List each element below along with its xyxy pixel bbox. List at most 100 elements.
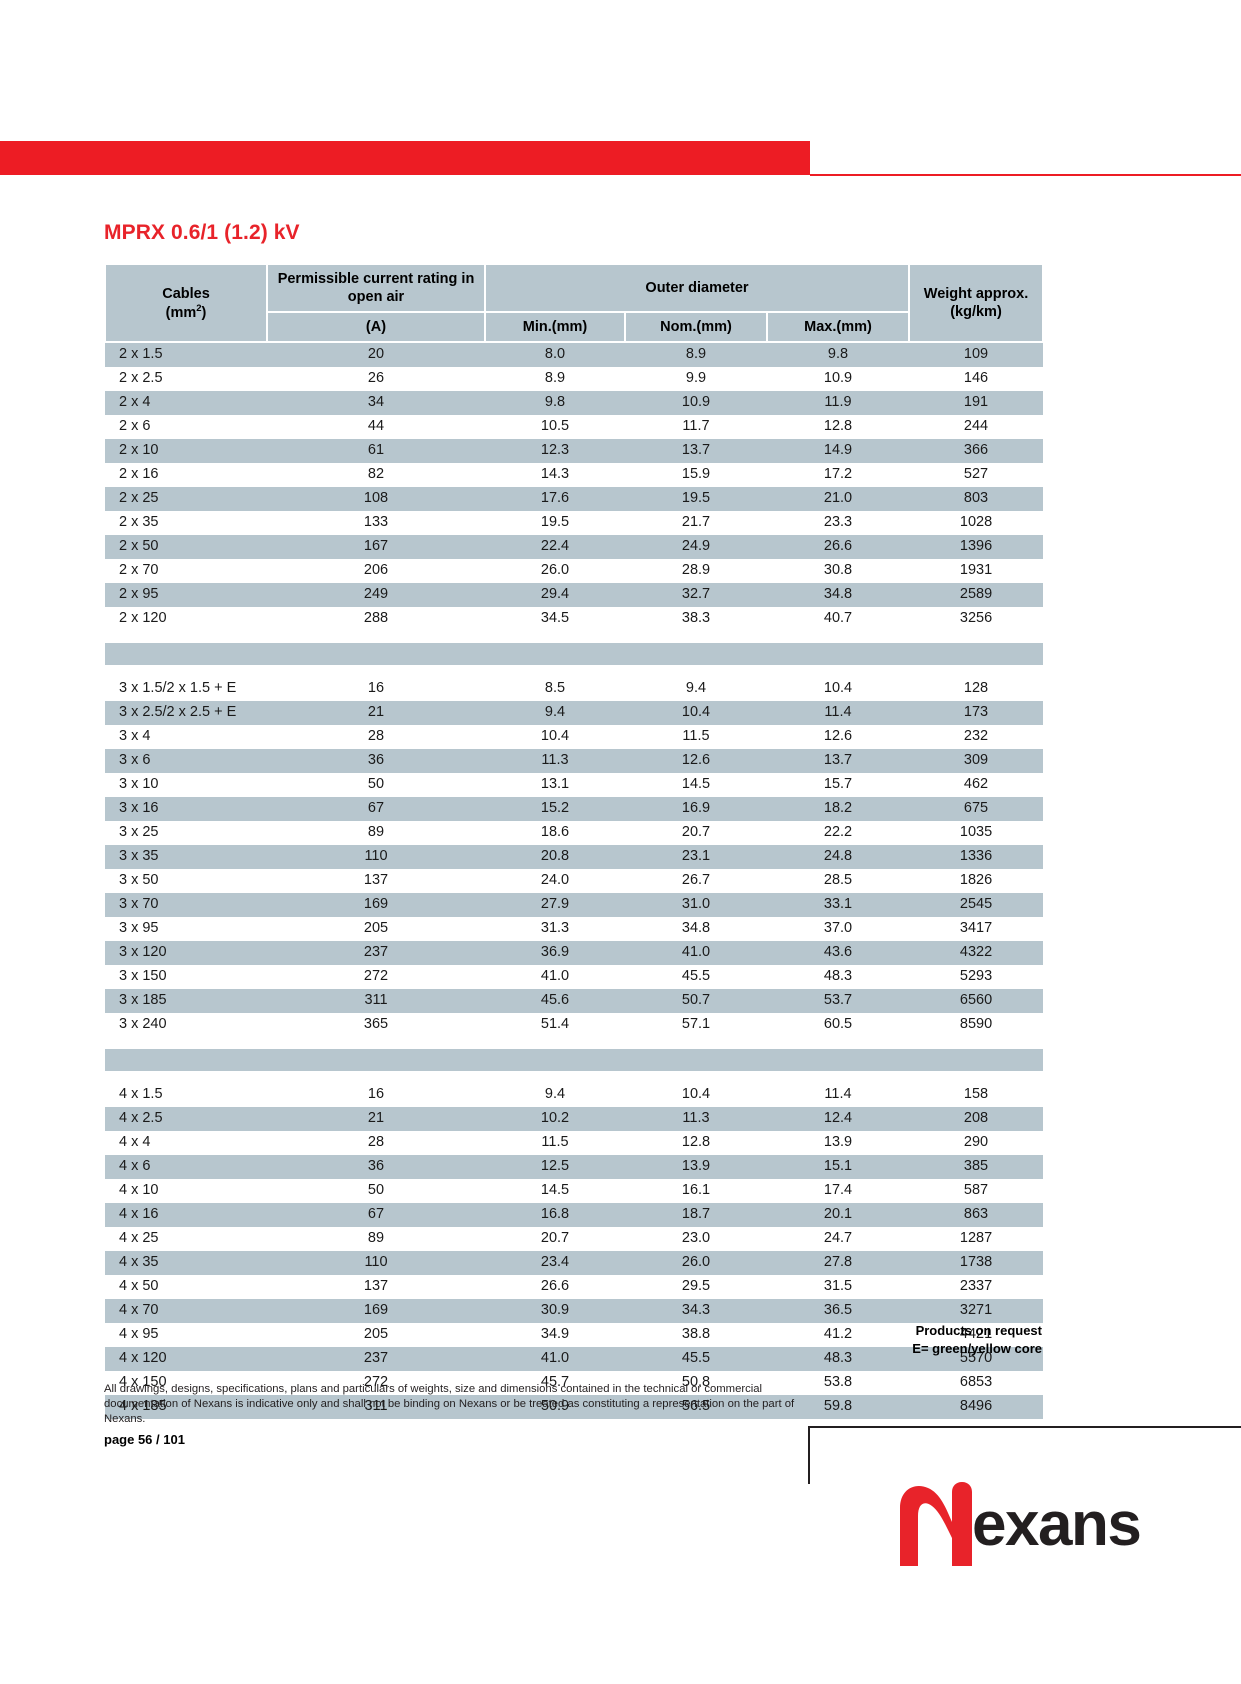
cell-max: 26.6 bbox=[767, 535, 910, 560]
cell-cable: 2 x 95 bbox=[105, 583, 267, 608]
cell-max: 20.1 bbox=[767, 1203, 910, 1228]
cell-cable: 3 x 50 bbox=[105, 869, 267, 894]
cell-max: 22.2 bbox=[767, 821, 910, 846]
table-row: 2 x 10 61 12.3 13.7 14.9 366 bbox=[105, 439, 1044, 464]
table-row: 3 x 240 365 51.4 57.1 60.5 8590 bbox=[105, 1013, 1044, 1038]
cell-cable: 4 x 50 bbox=[105, 1275, 267, 1300]
cell-min: 8.0 bbox=[485, 342, 625, 368]
cell-min: 23.4 bbox=[485, 1251, 625, 1276]
cell-cable: 2 x 70 bbox=[105, 559, 267, 584]
cell-weight: 128 bbox=[909, 677, 1044, 702]
table-row: 3 x 120 237 36.9 41.0 43.6 4322 bbox=[105, 941, 1044, 966]
cell-max: 21.0 bbox=[767, 487, 910, 512]
cell-max: 17.4 bbox=[767, 1179, 910, 1204]
header-rule bbox=[810, 174, 1241, 176]
cell-weight: 146 bbox=[909, 367, 1044, 392]
table-row: 2 x 16 82 14.3 15.9 17.2 527 bbox=[105, 463, 1044, 488]
cell-min: 10.5 bbox=[485, 415, 625, 440]
cell-weight: 173 bbox=[909, 701, 1044, 726]
cell-weight: 208 bbox=[909, 1107, 1044, 1132]
cell-weight: 3256 bbox=[909, 607, 1044, 632]
cell-min: 15.2 bbox=[485, 797, 625, 822]
cell-max: 41.2 bbox=[767, 1323, 910, 1348]
cell-weight: 675 bbox=[909, 797, 1044, 822]
table-body: 2 x 1.5 20 8.0 8.9 9.8 109 2 x 2.5 26 8.9 9.9 10.9… bbox=[105, 342, 1044, 1420]
cell-weight: 587 bbox=[909, 1179, 1044, 1204]
cell-cable: 2 x 4 bbox=[105, 391, 267, 416]
cell-max: 24.8 bbox=[767, 845, 910, 870]
table-row: 4 x 150 272 45.7 50.8 53.8 6853 bbox=[105, 1371, 1044, 1396]
cell-weight: 109 bbox=[909, 342, 1044, 368]
cell-max: 48.3 bbox=[767, 1347, 910, 1372]
cell-cable: 3 x 25 bbox=[105, 821, 267, 846]
group-gap-cell bbox=[105, 1071, 1044, 1084]
cell-cable: 2 x 25 bbox=[105, 487, 267, 512]
cell-current: 110 bbox=[267, 845, 485, 870]
cell-min: 30.9 bbox=[485, 1299, 625, 1324]
cell-nom: 32.7 bbox=[625, 583, 767, 608]
cell-min: 34.5 bbox=[485, 607, 625, 632]
cell-weight: 385 bbox=[909, 1155, 1044, 1180]
cell-nom: 10.4 bbox=[625, 701, 767, 726]
cell-max: 43.6 bbox=[767, 941, 910, 966]
cell-min: 20.7 bbox=[485, 1227, 625, 1252]
cell-nom: 11.7 bbox=[625, 415, 767, 440]
cell-nom: 10.9 bbox=[625, 391, 767, 416]
cell-min: 26.6 bbox=[485, 1275, 625, 1300]
cell-max: 10.9 bbox=[767, 367, 910, 392]
cell-nom: 20.7 bbox=[625, 821, 767, 846]
cell-max: 40.7 bbox=[767, 607, 910, 632]
cell-max: 12.8 bbox=[767, 415, 910, 440]
cell-max: 30.8 bbox=[767, 559, 910, 584]
col-header-current-rating: Permissible current rating in open air bbox=[266, 262, 486, 314]
note-products-on-request: Products on request bbox=[915, 1323, 1042, 1338]
cell-cable: 2 x 120 bbox=[105, 607, 267, 632]
table-row: 4 x 10 50 14.5 16.1 17.4 587 bbox=[105, 1179, 1044, 1204]
cell-current: 205 bbox=[267, 1323, 485, 1348]
cell-min: 22.4 bbox=[485, 535, 625, 560]
table-row: 3 x 95 205 31.3 34.8 37.0 3417 bbox=[105, 917, 1044, 942]
table-row: 2 x 50 167 22.4 24.9 26.6 1396 bbox=[105, 535, 1044, 560]
table-row: 4 x 120 237 41.0 45.5 48.3 5570 bbox=[105, 1347, 1044, 1372]
cell-nom: 38.8 bbox=[625, 1323, 767, 1348]
cell-min: 10.4 bbox=[485, 725, 625, 750]
table-row: 3 x 70 169 27.9 31.0 33.1 2545 bbox=[105, 893, 1044, 918]
cell-max: 53.8 bbox=[767, 1371, 910, 1396]
cell-weight: 1035 bbox=[909, 821, 1044, 846]
table-row: 4 x 2.5 21 10.2 11.3 12.4 208 bbox=[105, 1107, 1044, 1132]
cell-cable: 3 x 6 bbox=[105, 749, 267, 774]
cell-max: 34.8 bbox=[767, 583, 910, 608]
cell-weight: 366 bbox=[909, 439, 1044, 464]
cell-weight: 1287 bbox=[909, 1227, 1044, 1252]
cell-weight: 8496 bbox=[909, 1395, 1044, 1420]
cell-weight: 1028 bbox=[909, 511, 1044, 536]
cell-nom: 29.5 bbox=[625, 1275, 767, 1300]
table-row: 4 x 95 205 34.9 38.8 41.2 4421 bbox=[105, 1323, 1044, 1348]
cell-max: 23.3 bbox=[767, 511, 910, 536]
footer-horizontal-rule bbox=[810, 1426, 1241, 1428]
cell-max: 59.8 bbox=[767, 1395, 910, 1420]
cell-cable: 3 x 10 bbox=[105, 773, 267, 798]
cell-nom: 45.5 bbox=[625, 965, 767, 990]
table-row: 3 x 10 50 13.1 14.5 15.7 462 bbox=[105, 773, 1044, 798]
cell-cable: 4 x 150 bbox=[105, 1371, 267, 1396]
cell-max: 13.9 bbox=[767, 1131, 910, 1156]
table-row: 3 x 150 272 41.0 45.5 48.3 5293 bbox=[105, 965, 1044, 990]
cell-cable: 4 x 25 bbox=[105, 1227, 267, 1252]
cell-weight: 158 bbox=[909, 1083, 1044, 1108]
cell-min: 8.9 bbox=[485, 367, 625, 392]
cell-nom: 15.9 bbox=[625, 463, 767, 488]
cell-current: 89 bbox=[267, 821, 485, 846]
cell-current: 16 bbox=[267, 1083, 485, 1108]
cell-current: 311 bbox=[267, 1395, 485, 1420]
table-row: 4 x 6 36 12.5 13.9 15.1 385 bbox=[105, 1155, 1044, 1180]
cell-nom: 8.9 bbox=[625, 342, 767, 368]
cell-cable: 4 x 4 bbox=[105, 1131, 267, 1156]
legal-disclaimer: All drawings, designs, specifications, p… bbox=[104, 1383, 795, 1425]
cell-nom: 14.5 bbox=[625, 773, 767, 798]
table-row: 3 x 35 110 20.8 23.1 24.8 1336 bbox=[105, 845, 1044, 870]
cell-min: 14.3 bbox=[485, 463, 625, 488]
cell-nom: 9.9 bbox=[625, 367, 767, 392]
cell-cable: 4 x 95 bbox=[105, 1323, 267, 1348]
cell-min: 29.4 bbox=[485, 583, 625, 608]
